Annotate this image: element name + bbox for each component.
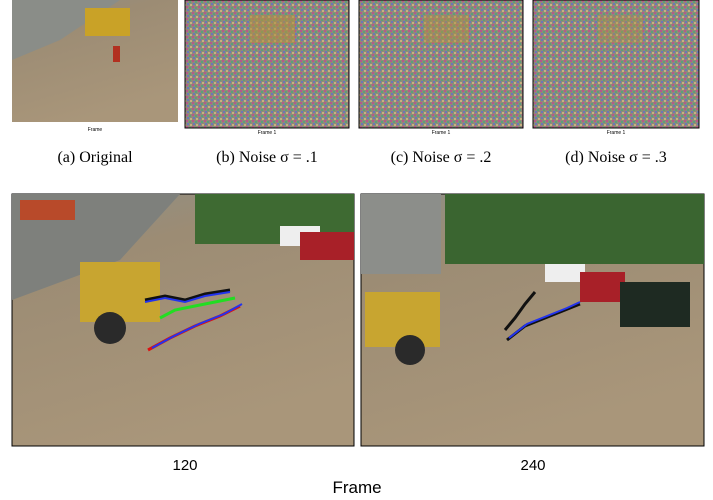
frame-label: 240 bbox=[520, 457, 545, 474]
panel-a bbox=[12, 0, 178, 122]
inner-label: Frame bbox=[88, 127, 103, 133]
caption: (a) Original bbox=[57, 149, 133, 166]
panel-c bbox=[359, 0, 523, 128]
frame-120 bbox=[12, 194, 354, 446]
figure: Frame Frame 1 Frame 1 Frame 1 (a) Origin… bbox=[0, 0, 713, 500]
inner-label: Frame 1 bbox=[607, 130, 626, 136]
caption: (b) Noise σ = .1 bbox=[216, 149, 318, 166]
panel-b bbox=[185, 0, 349, 128]
caption: (d) Noise σ = .3 bbox=[565, 149, 667, 166]
caption: (c) Noise σ = .2 bbox=[391, 149, 492, 166]
frame-240 bbox=[361, 194, 704, 446]
panel-d bbox=[533, 0, 699, 128]
frame-label: 120 bbox=[172, 457, 197, 474]
inner-label: Frame 1 bbox=[432, 130, 451, 136]
inner-label: Frame 1 bbox=[258, 130, 277, 136]
x-axis-label: Frame bbox=[332, 478, 381, 497]
